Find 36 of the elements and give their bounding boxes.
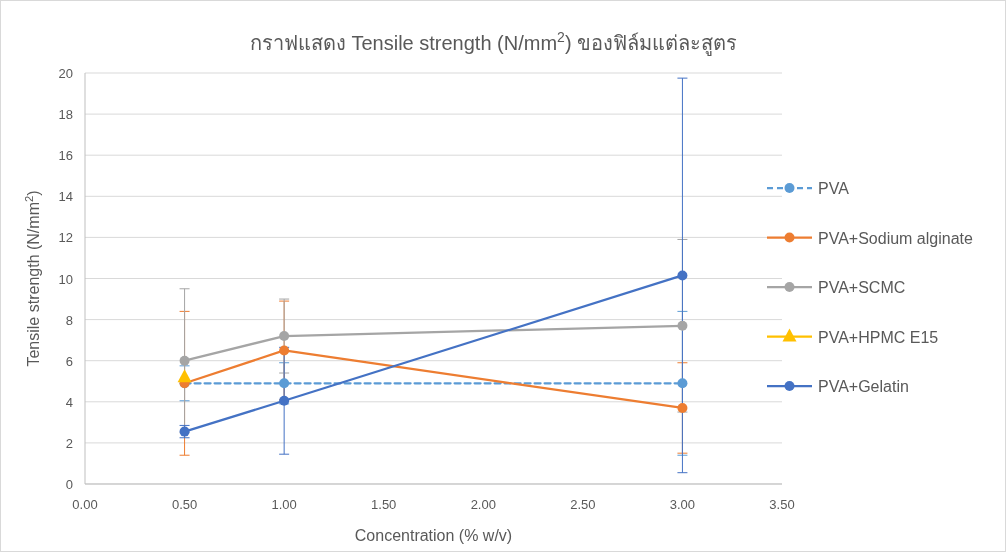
chart-title: กราฟแสดง Tensile strength (N/mm$^{2}$) ของฟิล์มแต่ละสูตร <box>249 29 738 56</box>
point <box>279 331 290 342</box>
point <box>279 345 290 356</box>
point <box>279 395 290 406</box>
legend-label: PVA+Sodium alginate <box>818 229 974 247</box>
legend-label: PVA+HPMC E15 <box>818 328 939 346</box>
point <box>177 369 192 383</box>
y-tick-label: 20 <box>58 66 73 81</box>
x-tick-label: 1.50 <box>371 497 397 512</box>
point <box>179 355 190 366</box>
x-tick-label: 1.00 <box>271 497 297 512</box>
point <box>677 320 688 331</box>
y-tick-label: 2 <box>65 435 73 451</box>
y-tick-label: 0 <box>65 477 73 492</box>
x-tick-label: 3.00 <box>669 497 696 512</box>
x-tick-label: 2.50 <box>570 497 596 512</box>
point <box>677 378 688 389</box>
x-tick-label: 3.50 <box>769 497 795 512</box>
legend-label: PVA+Gelatin <box>818 378 909 395</box>
y-tick-label: 8 <box>65 312 73 328</box>
point <box>677 402 688 413</box>
x-tick-label: 2.00 <box>470 497 496 512</box>
y-tick-label: 16 <box>58 148 73 164</box>
y-tick-label: 14 <box>58 189 73 205</box>
y-tick-label: 12 <box>58 230 73 246</box>
y-tick-label: 10 <box>58 271 73 287</box>
y-tick-label: 4 <box>65 394 73 410</box>
x-tick-label: 0.00 <box>72 497 98 512</box>
y-tick-label: 18 <box>58 107 73 123</box>
y-tick-label: 6 <box>65 353 73 369</box>
legend-label: PVA <box>818 180 850 197</box>
x-tick-label: 0.50 <box>171 497 198 512</box>
x-axis-title: Concentration (% w/v) <box>354 527 513 544</box>
point <box>677 270 688 281</box>
legend-label: PVA+SCMC <box>818 279 906 296</box>
point <box>279 378 290 389</box>
